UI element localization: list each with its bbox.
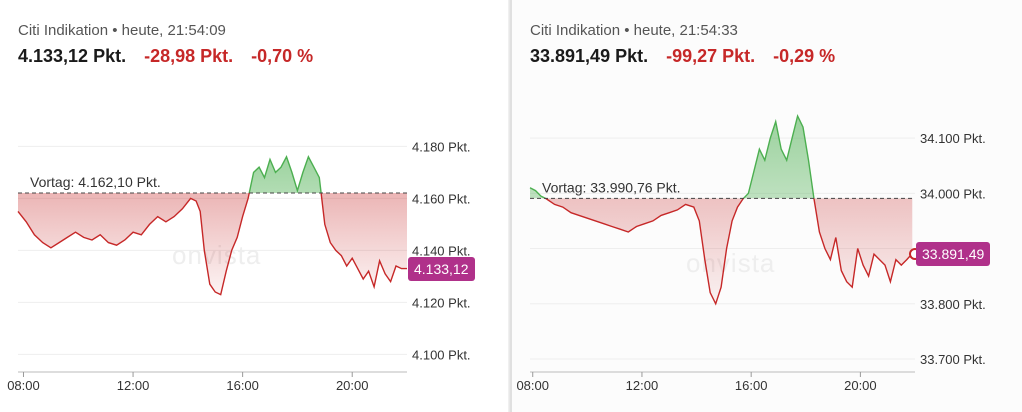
watermark: onvista: [686, 248, 776, 278]
quote-subtitle: Citi Indikation • heute, 21:54:33: [530, 22, 738, 39]
y-tick-label: 4.120 Pkt.: [412, 295, 471, 310]
panel-divider: [508, 0, 514, 412]
area-above-baseline: [18, 156, 407, 193]
last-price-badge: 4.133,12: [408, 256, 475, 281]
x-tick-label: 20:00: [336, 378, 369, 393]
price-line-up: [529, 113, 815, 199]
price-chart-right[interactable]: 33.700 Pkt.33.800 Pkt.33.900 Pkt.34.000 …: [512, 0, 1022, 412]
y-tick-label: 4.140 Pkt.: [412, 243, 471, 258]
x-tick-label: 08:00: [7, 378, 40, 393]
price-chart-left[interactable]: 4.100 Pkt. 4.120 Pkt. 4.140 Pkt. 4.160 Pkt.…: [0, 0, 510, 412]
quote-line: 4.133,12 Pkt. -28,98 Pkt. -0,70 %: [18, 46, 313, 67]
price-line-down: [17, 192, 407, 296]
change-absolute: -28,98 Pkt.: [144, 46, 234, 66]
chart-panel-right: Citi Indikation • heute, 21:54:33 33.891…: [512, 0, 1022, 412]
chart-panel-left: Citi Indikation • heute, 21:54:09 4.133,…: [0, 0, 510, 412]
x-tick-label: 20:00: [844, 378, 877, 393]
y-tick-label: 34.100 Pkt.: [920, 131, 986, 146]
change-percent: -0,70 %: [251, 46, 314, 66]
y-tick-label: 33.800 Pkt.: [920, 297, 986, 312]
x-tick-label: 12:00: [117, 378, 150, 393]
price-value: 33.891,49 Pkt.: [530, 46, 649, 66]
y-tick-label: 4.100 Pkt.: [412, 347, 471, 362]
area-below-baseline: [530, 198, 913, 304]
y-tick-label: 4.160 Pkt.: [412, 191, 471, 206]
x-tick-label: 12:00: [626, 378, 659, 393]
quote-line: 33.891,49 Pkt. -99,27 Pkt. -0,29 %: [530, 46, 835, 67]
change-absolute: -99,27 Pkt.: [666, 46, 756, 66]
y-tick-label: 34.000 Pkt.: [920, 186, 986, 201]
area-below-baseline: [18, 192, 407, 295]
vortag-label: Vortag: 33.990,76 Pkt.: [542, 179, 681, 195]
price-value: 4.133,12 Pkt.: [18, 46, 127, 66]
x-tick-label: 16:00: [226, 378, 259, 393]
area-above-baseline: [530, 116, 814, 199]
y-tick-label: 33.700 Pkt.: [920, 352, 986, 367]
x-tick-label: 08:00: [516, 378, 549, 393]
price-line-down: [543, 198, 913, 306]
x-tick-label: 16:00: [735, 378, 768, 393]
quote-subtitle: Citi Indikation • heute, 21:54:09: [18, 22, 226, 39]
vortag-label: Vortag: 4.162,10 Pkt.: [30, 174, 161, 190]
last-price-badge: 33.891,49: [916, 241, 991, 266]
y-tick-label: 4.180 Pkt.: [412, 139, 471, 154]
change-percent: -0,29 %: [773, 46, 836, 66]
